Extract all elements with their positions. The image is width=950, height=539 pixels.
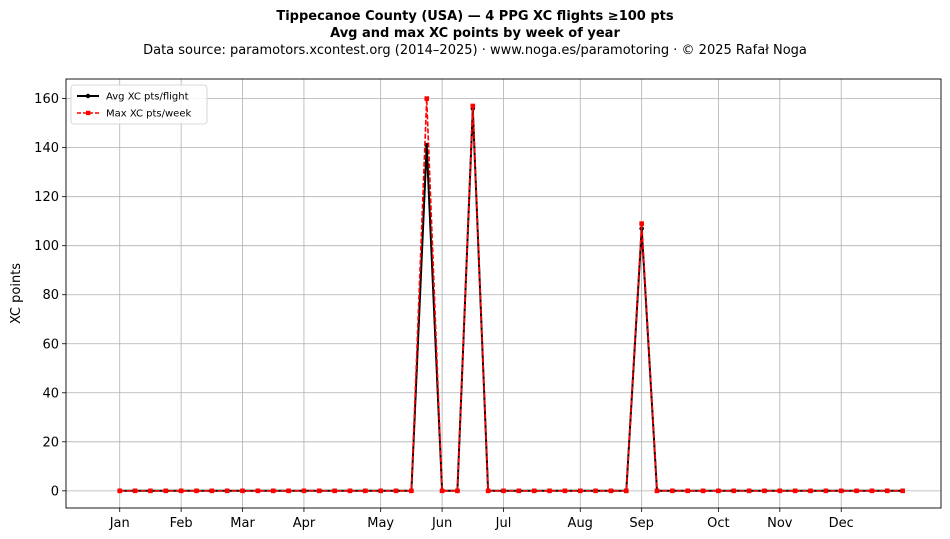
legend: Avg XC pts/flight Max XC pts/week	[70, 84, 208, 125]
legend-marker	[86, 110, 91, 116]
x-tick-label: Oct	[707, 516, 729, 531]
series-line	[119, 97, 903, 492]
x-tick-label: Jul	[495, 516, 512, 531]
data-point	[593, 488, 598, 494]
data-point	[363, 488, 368, 494]
y-tick-label: 160	[34, 92, 59, 107]
y-tick-label: 140	[34, 141, 59, 156]
data-point	[547, 488, 552, 494]
data-point	[670, 488, 675, 494]
data-point	[332, 488, 337, 494]
data-point	[178, 488, 184, 494]
data-point	[378, 488, 383, 494]
data-point	[424, 96, 430, 101]
data-point	[823, 488, 829, 494]
axes: Jan Feb Mar Apr May Jun Jul Aug Sep Oct Nov Dec 0 20 4…	[9, 78, 942, 531]
data-point	[194, 488, 199, 494]
data-point	[792, 488, 798, 494]
y-tick-label: 20	[42, 435, 59, 450]
data-point	[439, 488, 445, 494]
data-point	[455, 488, 460, 494]
grid	[66, 79, 941, 508]
data-point	[286, 488, 291, 494]
x-tick-label: Feb	[170, 516, 193, 531]
data-point	[700, 488, 706, 494]
data-point	[255, 488, 261, 494]
data-point	[270, 488, 276, 494]
data-point	[148, 488, 153, 494]
data-point	[716, 488, 721, 494]
data-point	[685, 488, 691, 494]
data-point	[132, 488, 138, 494]
data-point	[854, 488, 859, 494]
data-point	[209, 488, 215, 494]
data-point	[900, 488, 905, 494]
data-point	[409, 488, 414, 494]
y-tick-label: 0	[51, 484, 59, 499]
legend-label: Avg XC pts/flight	[106, 92, 189, 103]
legend-box	[70, 84, 208, 125]
data-point	[762, 488, 767, 494]
data-point	[485, 488, 491, 494]
data-point	[163, 488, 169, 494]
x-tick-label: Dec	[829, 516, 854, 531]
data-point	[608, 488, 614, 494]
chart-title: Tippecanoe County (USA) — 4 PPG XC fligh…	[276, 9, 674, 24]
data-point	[516, 488, 522, 494]
data-point	[393, 488, 399, 494]
data-point	[884, 488, 890, 494]
data-point	[501, 488, 506, 494]
data-point	[470, 103, 476, 109]
x-tick-label: Jun	[431, 516, 452, 531]
y-tick-label: 120	[34, 190, 59, 205]
data-point	[731, 488, 737, 494]
series-group	[117, 96, 905, 494]
data-point	[838, 488, 844, 494]
x-tick-label: Jan	[109, 516, 130, 531]
data-point	[301, 488, 307, 494]
data-point	[808, 488, 813, 494]
data-point	[777, 488, 783, 494]
legend-marker	[85, 93, 91, 99]
x-tick-label: Mar	[230, 516, 255, 531]
y-tick-label: 100	[34, 239, 59, 254]
data-point	[746, 488, 752, 494]
x-tick-label: May	[367, 516, 394, 531]
data-point	[240, 488, 245, 494]
x-tick-label: Sep	[629, 516, 654, 531]
series-line	[119, 107, 903, 492]
data-source-line: Data source: paramotors.xcontest.org (20…	[143, 43, 807, 58]
data-point	[639, 221, 644, 226]
chart-title-block: Tippecanoe County (USA) — 4 PPG XC fligh…	[0, 8, 950, 59]
data-point	[654, 488, 660, 494]
x-tick-label: Aug	[568, 516, 593, 531]
y-tick-label: 40	[42, 386, 59, 401]
y-tick-label: 60	[42, 337, 59, 352]
data-point	[869, 488, 875, 494]
y-axis-label: XC points	[9, 263, 24, 324]
data-point	[316, 488, 322, 494]
chart-subtitle-bold: Avg and max XC points by week of year	[330, 26, 620, 41]
legend-label: Max XC pts/week	[106, 109, 191, 120]
data-point	[224, 488, 230, 494]
data-point	[577, 488, 583, 494]
x-tick-label: Apr	[293, 516, 316, 531]
data-point	[562, 488, 568, 494]
y-tick-label: 80	[42, 288, 59, 303]
data-point	[531, 488, 537, 494]
data-point	[347, 488, 353, 494]
data-point	[624, 488, 629, 494]
x-tick-label: Nov	[767, 516, 793, 531]
data-point	[117, 488, 123, 494]
